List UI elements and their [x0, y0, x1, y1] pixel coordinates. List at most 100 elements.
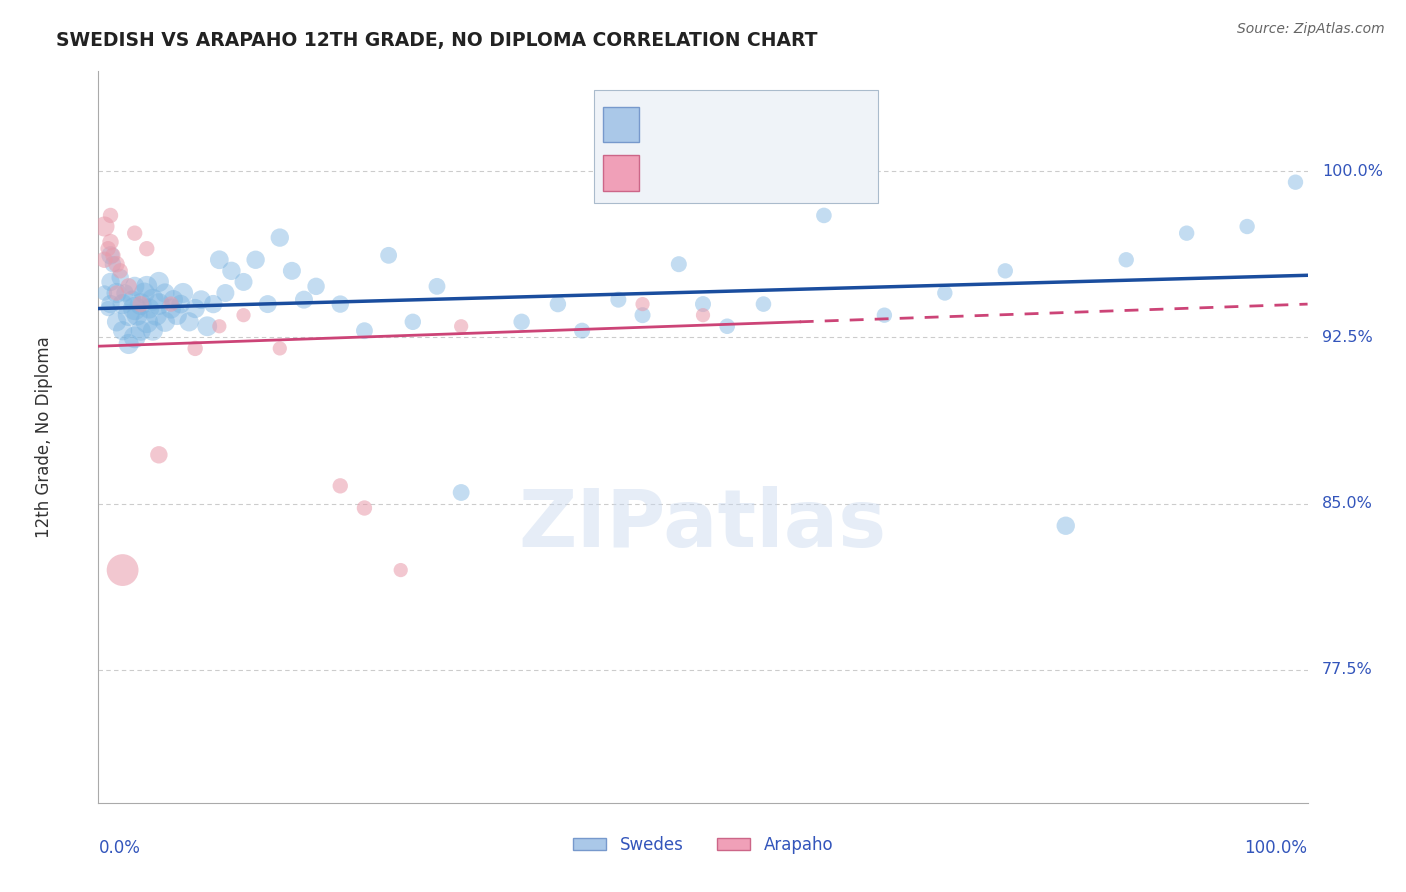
Point: [329, 297, 352, 311]
Point: [510, 315, 533, 329]
Point: [121, 293, 143, 307]
Point: [214, 285, 236, 300]
Point: [169, 297, 191, 311]
Point: [148, 448, 170, 462]
Point: [101, 248, 124, 262]
Point: [353, 501, 375, 516]
Text: 77.5%: 77.5%: [1322, 663, 1372, 677]
Point: [450, 485, 472, 500]
Point: [450, 319, 472, 334]
Point: [127, 308, 149, 322]
Point: [105, 315, 128, 329]
Text: 100.0%: 100.0%: [1244, 839, 1308, 857]
Point: [97, 242, 120, 256]
Point: [184, 301, 207, 316]
Point: [124, 330, 146, 344]
Point: [100, 235, 122, 249]
Point: [118, 279, 141, 293]
Point: [208, 319, 231, 334]
Point: [692, 308, 714, 322]
Point: [256, 297, 278, 311]
Point: [195, 319, 218, 334]
Point: [148, 275, 170, 289]
Point: [607, 293, 630, 307]
Point: [138, 301, 160, 316]
Point: [108, 264, 131, 278]
Text: ZIPatlas: ZIPatlas: [519, 486, 887, 564]
Point: [426, 279, 449, 293]
Point: [329, 479, 352, 493]
Point: [190, 293, 212, 307]
Point: [281, 264, 304, 278]
Text: R = 0.094   N =  26: R = 0.094 N = 26: [651, 162, 841, 180]
Point: [118, 308, 141, 322]
FancyBboxPatch shape: [603, 107, 638, 143]
Point: [692, 297, 714, 311]
Text: R = 0.073   N = 103: R = 0.073 N = 103: [651, 114, 841, 132]
Point: [160, 297, 183, 311]
Point: [716, 319, 738, 334]
Text: 92.5%: 92.5%: [1322, 330, 1372, 345]
Point: [813, 209, 835, 223]
Point: [245, 252, 267, 267]
Point: [202, 297, 225, 311]
Point: [134, 285, 156, 300]
Point: [232, 275, 254, 289]
Point: [873, 308, 896, 322]
Point: [994, 264, 1017, 278]
Point: [100, 209, 122, 223]
Point: [631, 308, 654, 322]
Point: [1054, 518, 1077, 533]
Text: SWEDISH VS ARAPAHO 12TH GRADE, NO DIPLOMA CORRELATION CHART: SWEDISH VS ARAPAHO 12TH GRADE, NO DIPLOM…: [56, 31, 818, 50]
Point: [1284, 175, 1306, 189]
Point: [377, 248, 399, 262]
Point: [1236, 219, 1258, 234]
Point: [129, 324, 152, 338]
Point: [269, 342, 291, 356]
Point: [353, 324, 375, 338]
Point: [162, 293, 184, 307]
Point: [1175, 226, 1198, 240]
Point: [668, 257, 690, 271]
Point: [934, 285, 956, 300]
Point: [172, 285, 194, 300]
Text: 85.0%: 85.0%: [1322, 496, 1374, 511]
Point: [135, 279, 157, 293]
Point: [101, 257, 124, 271]
Point: [292, 293, 315, 307]
Point: [93, 219, 115, 234]
Point: [124, 279, 146, 293]
Point: [153, 315, 176, 329]
Point: [389, 563, 412, 577]
Point: [105, 285, 128, 300]
Point: [1115, 252, 1137, 267]
Point: [129, 297, 152, 311]
Point: [232, 308, 254, 322]
Point: [100, 248, 122, 262]
Point: [752, 297, 775, 311]
Point: [105, 285, 128, 300]
Point: [108, 270, 131, 285]
Point: [93, 285, 115, 300]
Point: [111, 563, 134, 577]
Point: [93, 252, 115, 267]
Point: [129, 297, 152, 311]
Point: [631, 297, 654, 311]
Point: [142, 293, 165, 307]
Point: [114, 285, 136, 300]
Point: [166, 308, 188, 322]
Point: [305, 279, 328, 293]
Text: 12th Grade, No Diploma: 12th Grade, No Diploma: [35, 336, 53, 538]
Point: [100, 275, 122, 289]
Point: [124, 301, 146, 316]
Point: [97, 301, 120, 316]
Point: [142, 324, 165, 338]
FancyBboxPatch shape: [595, 90, 879, 203]
Point: [145, 308, 167, 322]
Point: [547, 297, 569, 311]
Text: 100.0%: 100.0%: [1322, 163, 1384, 178]
Point: [118, 337, 141, 351]
Point: [160, 301, 183, 316]
Point: [208, 252, 231, 267]
Point: [135, 315, 157, 329]
